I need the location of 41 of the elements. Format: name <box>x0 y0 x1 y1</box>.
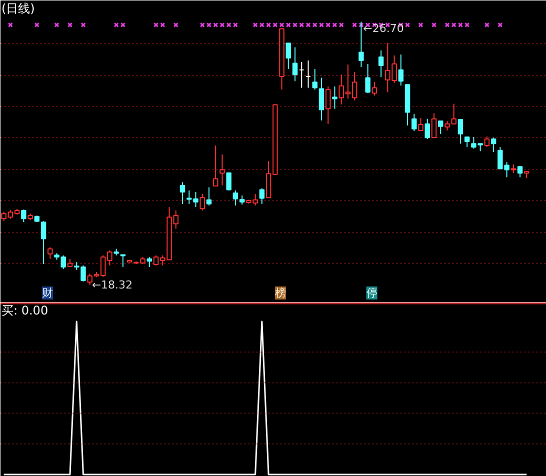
annotation: ←26.70 <box>363 22 404 35</box>
candlestick <box>412 113 417 132</box>
candlestick <box>418 117 424 132</box>
candlestick <box>21 209 26 223</box>
candlestick <box>431 112 437 138</box>
candlestick <box>517 166 523 178</box>
candlestick <box>292 46 298 82</box>
candlestick <box>424 118 430 140</box>
candlestick <box>358 21 364 68</box>
candlestick <box>146 256 152 268</box>
text: 停 <box>366 286 378 300</box>
candlestick <box>318 77 324 121</box>
candlestick <box>220 154 225 186</box>
candlestick <box>458 118 464 144</box>
candlestick <box>180 182 186 204</box>
candlestick <box>484 136 490 148</box>
candlestick <box>286 42 292 70</box>
candlestick <box>365 63 370 94</box>
candlestick <box>398 54 404 86</box>
candlestick <box>48 246 53 260</box>
text: 榜 <box>274 286 286 300</box>
candlestick <box>312 68 318 90</box>
candlestick <box>212 145 218 187</box>
candlestick <box>325 86 331 124</box>
candlestick <box>226 172 232 191</box>
chart-title: (日线) <box>2 2 35 16</box>
candlestick <box>232 190 238 206</box>
chart-title: 买: 0.00 <box>2 304 48 318</box>
candlestick <box>332 86 338 110</box>
candlestick <box>438 120 444 134</box>
candlestick <box>372 82 378 96</box>
candlestick <box>40 220 46 264</box>
candlestick <box>239 194 245 206</box>
candlestick <box>378 50 384 78</box>
candlestick <box>259 188 265 204</box>
candlestick <box>200 193 205 212</box>
text: 财 <box>42 286 53 300</box>
candlestick <box>464 136 470 148</box>
annotation: ←18.32 <box>92 278 133 292</box>
candlestick <box>490 137 496 153</box>
candlestick <box>206 186 212 206</box>
